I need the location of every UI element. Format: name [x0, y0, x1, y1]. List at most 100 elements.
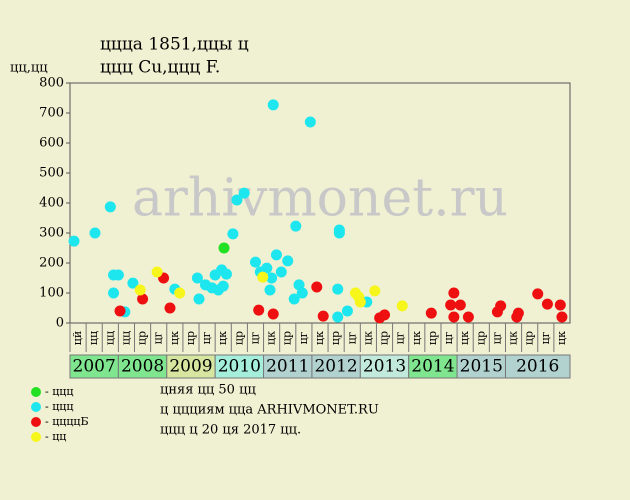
point: [267, 99, 279, 111]
point: [556, 311, 568, 323]
column-label: цг: [394, 331, 407, 344]
column-label: цк: [458, 331, 471, 345]
point: [270, 249, 282, 261]
point: [332, 311, 344, 323]
point: [333, 227, 345, 239]
point: [296, 287, 308, 299]
legend-label: - ццц: [45, 400, 73, 413]
point: [112, 269, 124, 281]
note: ццц ц 20 ця 2017 цц.: [160, 423, 301, 438]
point: [317, 310, 329, 322]
point: [264, 284, 276, 296]
year-label: 2010: [218, 357, 261, 377]
point: [218, 242, 230, 254]
column-label: цк: [265, 331, 278, 345]
point: [164, 302, 176, 314]
year-label: 2009: [169, 357, 212, 377]
legend-label: - ццццБ: [45, 415, 89, 428]
column-label: цк: [216, 331, 229, 345]
point: [454, 299, 466, 311]
column-label: цк: [168, 331, 181, 345]
point: [257, 271, 269, 283]
y-axis-label: цц,цц: [10, 61, 48, 76]
legend-swatch: [31, 402, 41, 412]
point: [238, 187, 250, 199]
point: [448, 287, 460, 299]
point: [554, 299, 566, 311]
legend-label: - цц: [45, 430, 66, 443]
column-label: цй: [71, 331, 84, 345]
column-label: цр: [378, 331, 391, 345]
y-tick-label: 0: [56, 316, 64, 331]
column-label: цг: [152, 331, 165, 344]
point: [231, 194, 243, 206]
year-label: 2011: [266, 357, 309, 377]
point: [104, 201, 116, 213]
point: [495, 300, 507, 312]
column-label: цг: [490, 331, 503, 344]
column-label: цг: [539, 331, 552, 344]
column-label: цк: [313, 331, 326, 345]
column-label: цц: [119, 331, 132, 345]
point: [369, 285, 381, 297]
point: [227, 228, 239, 240]
column-label: цц: [103, 331, 116, 345]
point: [290, 220, 302, 232]
year-label: 2015: [460, 357, 503, 377]
point: [282, 255, 294, 267]
point: [379, 309, 391, 321]
point: [266, 272, 278, 284]
point: [541, 298, 553, 310]
point: [462, 311, 474, 323]
note: цняя цц 50 цц: [160, 383, 256, 398]
point: [311, 281, 323, 293]
year-label: 2013: [363, 357, 406, 377]
column-label: цр: [329, 331, 342, 345]
column-label: цр: [281, 331, 294, 345]
point: [425, 307, 437, 319]
point: [512, 307, 524, 319]
y-tick-label: 800: [39, 76, 64, 91]
point: [68, 235, 80, 247]
point: [261, 262, 273, 274]
column-label: цр: [474, 331, 487, 345]
column-label: цр: [184, 331, 197, 345]
point: [137, 293, 149, 305]
point: [253, 304, 265, 316]
column-label: цц: [87, 331, 100, 345]
point: [193, 293, 205, 305]
y-tick-label: 500: [39, 166, 64, 181]
year-label: 2008: [121, 357, 164, 377]
y-tick-label: 200: [39, 256, 64, 271]
y-tick-label: 100: [39, 286, 64, 301]
column-label: цк: [410, 331, 423, 345]
column-label: цк: [555, 331, 568, 345]
point: [89, 227, 101, 239]
point: [445, 299, 457, 311]
column-label: цг: [297, 331, 310, 344]
legend-swatch: [31, 387, 41, 397]
column-label: цг: [200, 331, 213, 344]
y-tick-label: 700: [39, 106, 64, 121]
column-label: цг: [442, 331, 455, 344]
column-label: цр: [232, 331, 245, 345]
legend-swatch: [31, 417, 41, 427]
y-tick-label: 400: [39, 196, 64, 211]
column-label: цр: [426, 331, 439, 345]
year-label: 2016: [516, 357, 559, 377]
column-label: цк: [361, 331, 374, 345]
point: [396, 300, 408, 312]
point: [332, 283, 344, 295]
legend-swatch: [31, 432, 41, 442]
legend-label: - ццц: [45, 385, 73, 398]
point: [249, 256, 261, 268]
point: [448, 311, 460, 323]
point: [114, 305, 126, 317]
point: [532, 288, 544, 300]
year-label: 2012: [314, 357, 357, 377]
point: [288, 293, 300, 305]
column-label: цр: [523, 331, 536, 345]
y-tick-label: 600: [39, 136, 64, 151]
column-label: цг: [345, 331, 358, 344]
